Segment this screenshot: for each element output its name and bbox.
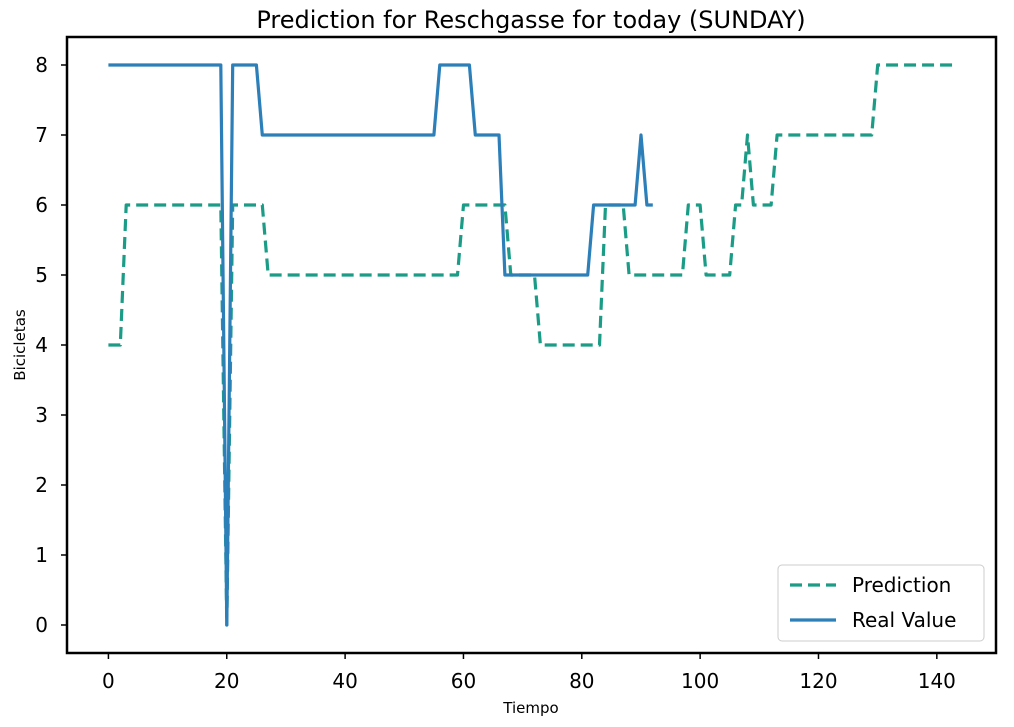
x-tick-label: 80: [569, 669, 594, 693]
y-tick-label: 5: [35, 263, 48, 287]
y-tick-label: 4: [35, 333, 48, 357]
y-tick-label: 0: [35, 613, 48, 637]
y-tick-label: 1: [35, 543, 48, 567]
x-tick-label: 40: [332, 669, 357, 693]
plot-lines: [108, 63, 955, 627]
y-tick-label: 6: [35, 193, 48, 217]
legend: Prediction Real Value: [777, 564, 985, 642]
x-tick-label: 0: [102, 669, 115, 693]
y-axis-label: Bicicletas: [11, 309, 29, 381]
series-line-real-value: [108, 63, 653, 627]
x-tick-label: 140: [918, 669, 956, 693]
legend-real-value-label: Real Value: [852, 608, 956, 632]
y-axis-ticks: 0 1 2 3 4 5 6 7 8: [35, 53, 67, 637]
x-axis-label: Tiempo: [502, 699, 558, 717]
series-line-prediction: [108, 63, 955, 627]
legend-prediction-label: Prediction: [852, 573, 951, 597]
chart-title: Prediction for Reschgasse for today (SUN…: [256, 6, 805, 34]
y-tick-label: 8: [35, 53, 48, 77]
plot-frame: [65, 35, 998, 655]
x-tick-label: 120: [799, 669, 837, 693]
y-tick-label: 7: [35, 123, 48, 147]
y-tick-label: 2: [35, 473, 48, 497]
y-tick-label: 3: [35, 403, 48, 427]
x-tick-label: 20: [214, 669, 239, 693]
x-axis-ticks: 0 20 40 60 80 100 120 140: [102, 653, 956, 693]
x-tick-label: 100: [681, 669, 719, 693]
x-tick-label: 60: [451, 669, 476, 693]
